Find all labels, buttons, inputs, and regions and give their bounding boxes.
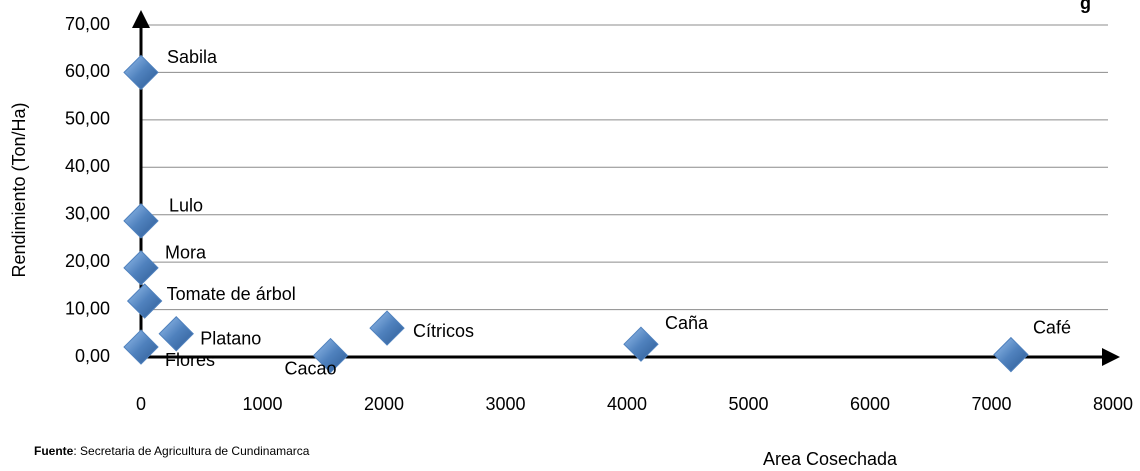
source-label: Fuente (34, 444, 74, 458)
point (158, 316, 194, 352)
point-label: Platano (200, 329, 261, 349)
point-label: Cítricos (413, 321, 474, 341)
y-tick-label: 70,00 (65, 14, 110, 34)
point-label: Tomate de árbol (167, 284, 296, 304)
y-tick-label: 50,00 (65, 109, 110, 129)
point-label: Flores (165, 350, 215, 370)
y-tick-label: 60,00 (65, 61, 110, 81)
point (623, 326, 659, 362)
point (126, 283, 163, 319)
x-tick-label: 4000 (607, 394, 647, 414)
x-tick-label: 7000 (971, 394, 1011, 414)
y-tick-label: 30,00 (65, 203, 110, 223)
x-tick-label: 6000 (850, 394, 890, 414)
point (369, 310, 405, 346)
chart-title: g (1080, 0, 1091, 13)
y-axis-title: Rendimiento (Ton/Ha) (9, 102, 29, 277)
y-tick-label: 20,00 (65, 251, 110, 271)
point (123, 203, 159, 239)
source-text: : Secretaria de Agricultura de Cundinama… (73, 444, 309, 458)
point (993, 336, 1029, 373)
point (312, 337, 349, 374)
point (123, 329, 159, 365)
point-label: Sabila (167, 47, 218, 67)
x-axis-title: Area Cosechada (763, 449, 898, 469)
y-tick-label: 0,00 (75, 346, 110, 366)
y-tick-label: 10,00 (65, 298, 110, 318)
x-tick-label: 5000 (728, 394, 768, 414)
point-label: Lulo (169, 196, 203, 216)
x-tick-label: 3000 (485, 394, 525, 414)
point-label: Mora (165, 243, 207, 263)
source: Fuente: Secretaria de Agricultura de Cun… (34, 444, 310, 458)
y-tick-label: 40,00 (65, 156, 110, 176)
x-tick-label: 2000 (364, 394, 404, 414)
point-label: Caña (665, 313, 709, 333)
point-label: Cacao (285, 358, 337, 378)
x-tick-label: 0 (136, 394, 146, 414)
point (123, 250, 159, 286)
x-tick-label: 1000 (242, 394, 282, 414)
x-tick-label: 8000 (1093, 394, 1133, 414)
point (123, 54, 159, 91)
point-label: Café (1033, 317, 1071, 337)
